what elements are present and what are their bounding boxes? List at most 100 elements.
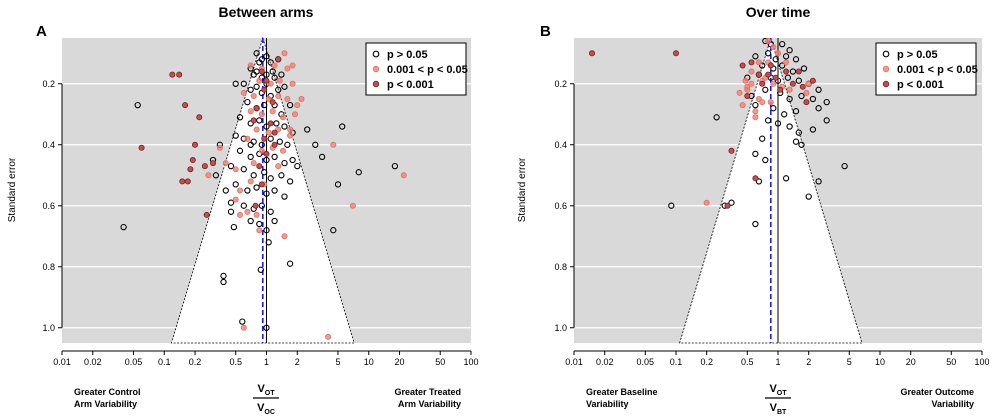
y-tick-label-1: 0.4 (554, 140, 567, 150)
point-s0-3 (786, 47, 793, 54)
point-s0-58 (232, 181, 239, 188)
point-s1-5 (783, 59, 790, 66)
point-s1-45 (349, 202, 356, 209)
point-s0-48 (271, 153, 278, 161)
point-s0-40 (258, 141, 265, 148)
point-s2-2 (739, 62, 746, 69)
x-tick-label-9: 10 (364, 357, 374, 367)
point-s0-42 (276, 138, 283, 145)
point-s0-13 (278, 71, 285, 78)
point-s1-17 (279, 114, 286, 121)
y-tick-label-1: 0.4 (42, 140, 55, 150)
point-s1-16 (269, 108, 276, 115)
point-s1-18 (736, 89, 743, 96)
point-s0-55 (267, 175, 274, 182)
point-s2-5 (795, 68, 802, 75)
point-s0-14 (240, 80, 247, 87)
point-s0-69 (247, 217, 254, 225)
point-s1-11 (275, 93, 282, 100)
point-s0-56 (278, 172, 285, 179)
point-s2-13 (724, 202, 731, 209)
point-s0-59 (244, 187, 251, 194)
point-s1-40 (232, 196, 239, 203)
point-s0-15 (247, 86, 254, 93)
x-tick-label-11: 50 (435, 357, 445, 367)
point-s0-53 (752, 220, 759, 228)
point-s1-4 (256, 77, 263, 84)
point-s0-32 (792, 108, 800, 115)
point-s2-7 (759, 80, 766, 87)
point-s0-21 (281, 83, 288, 90)
point-s1-6 (748, 68, 755, 75)
legend-label-2: p < 0.001 (387, 79, 434, 91)
point-s1-2 (271, 62, 278, 69)
point-s1-3 (284, 65, 291, 72)
point-s2-11 (765, 71, 772, 78)
panel-label: B (540, 23, 551, 40)
panel-label: A (36, 23, 47, 40)
point-s0-36 (304, 126, 311, 133)
point-s0-0 (253, 50, 260, 57)
fraction-denominator: VOC (257, 402, 275, 416)
x-tick-label-5: 0.5 (741, 357, 754, 367)
point-s0-72 (265, 239, 272, 246)
point-s2-19 (256, 163, 263, 170)
x-tick-label-1: 0.02 (596, 357, 614, 367)
x-tick-label-10: 20 (395, 357, 405, 367)
point-s1-43 (291, 111, 298, 118)
x-tick-label-3: 0.1 (670, 357, 683, 367)
point-s1-17 (744, 83, 751, 90)
point-s2-18 (263, 150, 270, 157)
point-s1-15 (258, 111, 265, 118)
x-tick-label-11: 50 (946, 357, 956, 367)
point-s0-43 (823, 117, 830, 124)
point-s1-12 (767, 99, 774, 106)
point-s2-15 (253, 105, 260, 112)
point-s1-21 (287, 132, 294, 139)
y-tick-label-4: 1.0 (42, 323, 55, 333)
point-s0-62 (271, 187, 278, 194)
point-s0-77 (294, 162, 301, 170)
y-tick-label-0: 0.2 (554, 79, 567, 89)
point-s0-36 (774, 120, 782, 127)
x-tick-label-12: 100 (463, 357, 478, 367)
point-s1-14 (247, 108, 254, 115)
legend-marker-1 (882, 65, 890, 73)
point-s2-7 (187, 166, 194, 173)
point-s1-31 (216, 144, 223, 151)
point-s0-71 (263, 227, 270, 234)
legend-marker-0 (372, 50, 380, 58)
point-s1-19 (752, 114, 759, 121)
y-tick-label-3: 0.8 (42, 262, 55, 272)
point-s2-19 (803, 99, 810, 106)
point-s1-10 (265, 96, 272, 103)
point-s2-24 (275, 56, 282, 63)
point-s0-91 (286, 260, 294, 267)
point-s0-64 (227, 199, 235, 206)
point-s2-2 (182, 102, 189, 109)
point-s0-41 (798, 141, 805, 148)
point-s0-35 (764, 117, 772, 124)
point-s0-13 (800, 65, 808, 72)
point-s0-3 (263, 53, 270, 60)
legend-marker-1 (372, 65, 380, 73)
legend: p > 0.05 0.001 < p < 0.05 p < 0.001 (365, 42, 468, 96)
point-s2-9 (783, 68, 790, 75)
point-s0-25 (261, 101, 268, 109)
point-s0-92 (257, 266, 264, 273)
y-tick-label-2: 0.6 (42, 201, 55, 211)
point-s1-0 (247, 62, 254, 69)
point-s2-3 (748, 59, 755, 66)
point-s1-25 (279, 147, 286, 154)
legend-marker-2 (882, 80, 890, 88)
point-s1-33 (205, 172, 212, 179)
point-s0-37 (786, 123, 793, 130)
point-s0-80 (271, 217, 278, 225)
point-s0-46 (782, 175, 790, 182)
point-s2-5 (191, 141, 198, 148)
point-s0-23 (762, 86, 769, 93)
point-s0-4 (267, 59, 274, 66)
point-s0-49 (841, 162, 848, 170)
legend-label-1: 0.001 < p < 0.05 (897, 64, 978, 76)
point-s2-26 (271, 129, 278, 136)
